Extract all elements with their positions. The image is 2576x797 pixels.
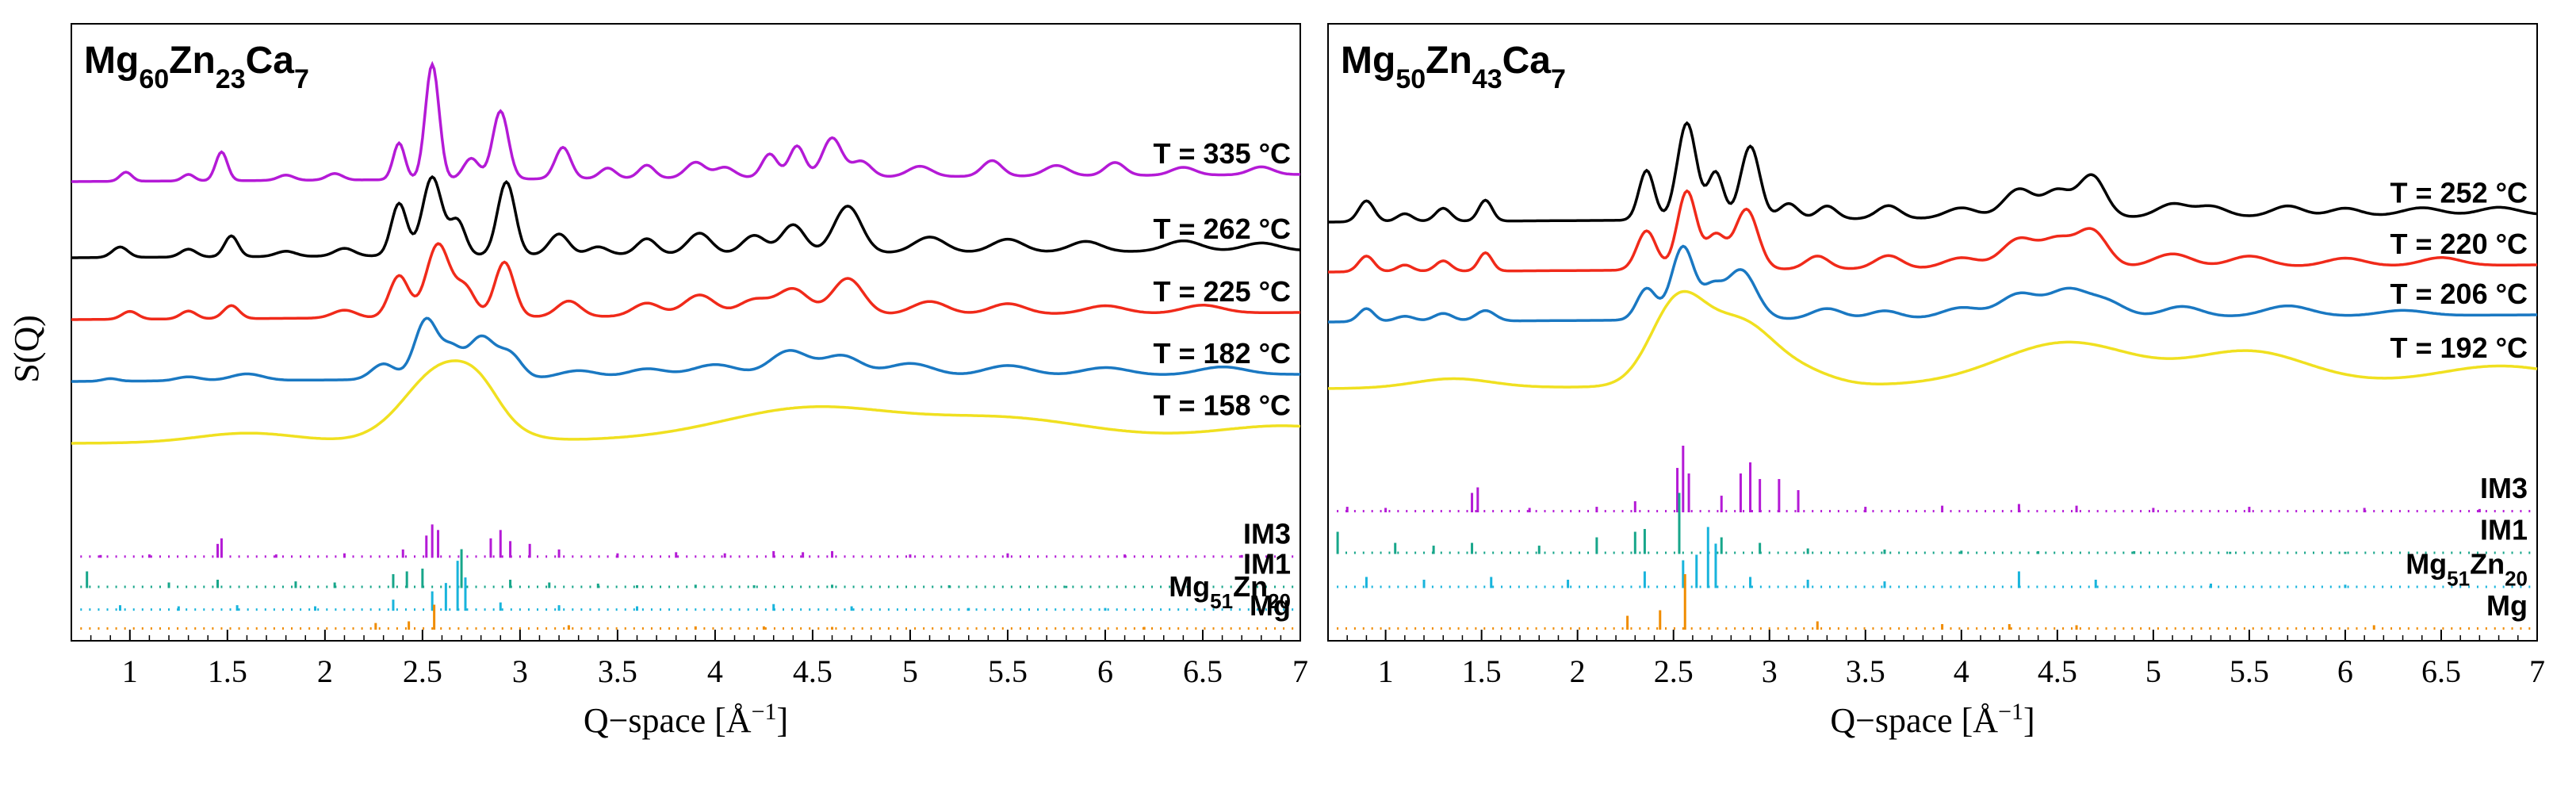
- x-tick-label: 5.5: [988, 653, 1028, 689]
- x-tick-label: 1: [122, 653, 138, 689]
- x-tick-label: 6.5: [2421, 653, 2461, 689]
- x-tick-label: 6: [2337, 653, 2353, 689]
- reference-label: Mg: [2486, 589, 2528, 622]
- x-tick-label: 2: [1570, 653, 1586, 689]
- x-tick-label: 3.5: [1846, 653, 1885, 689]
- series-line-220C: [1328, 189, 2537, 274]
- x-tick-label: 7: [2529, 653, 2545, 689]
- reference-label: IM1: [2480, 514, 2528, 546]
- reference-label: IM3: [1243, 517, 1291, 550]
- x-tick-label: 3: [512, 653, 528, 689]
- reference-label: Mg51Zn20: [2406, 548, 2528, 591]
- series-line-192C: [1328, 289, 2538, 390]
- reference-label: IM3: [2480, 472, 2528, 504]
- x-tick-label: 4: [1954, 653, 1969, 689]
- series-label: T = 158 °C: [1154, 389, 1291, 421]
- series-label: T = 192 °C: [2390, 331, 2528, 364]
- reference-im3: IM3: [80, 517, 1294, 558]
- reference-im1: IM1: [1336, 492, 2531, 554]
- reference-label: Mg51Zn20: [1169, 570, 1291, 613]
- reference-mg51zn20: Mg51Zn20: [80, 561, 1294, 613]
- series-line-182C: [71, 316, 1300, 383]
- series-line-225C: [71, 242, 1300, 321]
- x-tick-label: 4.5: [2038, 653, 2077, 689]
- y-axis-label: S(Q): [7, 315, 46, 383]
- reference-im3: IM3: [1337, 446, 2531, 513]
- series-line-262C: [71, 174, 1301, 259]
- x-tick-label: 2.5: [403, 653, 442, 689]
- reference-label: IM1: [1243, 548, 1291, 581]
- x-tick-label: 2.5: [1654, 653, 1694, 689]
- plot-frame: [71, 23, 1301, 642]
- x-tick-label: 3: [1762, 653, 1778, 689]
- series-label: T = 335 °C: [1154, 137, 1291, 170]
- series-label: T = 182 °C: [1154, 337, 1291, 370]
- x-tick-label: 1: [1378, 653, 1394, 689]
- x-tick-label: 5: [902, 653, 918, 689]
- x-tick-label: 4: [707, 653, 723, 689]
- reference-label: Mg: [1250, 589, 1291, 622]
- reference-mg51zn20: Mg51Zn20: [1337, 527, 2531, 591]
- series-label: T = 220 °C: [2390, 228, 2528, 260]
- reference-mg: Mg: [80, 589, 1294, 630]
- series-line-335C: [71, 60, 1301, 183]
- reference-mg: Mg: [1337, 574, 2531, 630]
- series-label: T = 252 °C: [2390, 177, 2528, 209]
- series-line-252C: [1328, 121, 2538, 224]
- x-tick-label: 4.5: [793, 653, 833, 689]
- x-tick-label: 6.5: [1183, 653, 1223, 689]
- panel-title: Mg50Zn43Ca7: [1341, 40, 1566, 94]
- reference-im1: IM1: [80, 548, 1294, 588]
- x-tick-label: 1.5: [1462, 653, 1502, 689]
- series-label: T = 225 °C: [1154, 275, 1291, 308]
- series-line-206C: [1328, 244, 2537, 324]
- series-label: T = 206 °C: [2390, 278, 2528, 310]
- chart-panel-1: T = 335 °C T = 262 °C T = 225 °C T = 182 °C…: [71, 23, 1308, 741]
- x-tick-label: 5: [2145, 653, 2161, 689]
- x-tick-label: 3.5: [598, 653, 637, 689]
- panel-title: Mg60Zn23Ca7: [84, 40, 309, 94]
- x-axis-label: Q−space [Å−1]: [584, 699, 788, 741]
- series-line-158C: [71, 359, 1301, 445]
- x-tick-label: 6: [1097, 653, 1113, 689]
- x-axis-label: Q−space [Å−1]: [1830, 699, 2034, 741]
- x-tick-label: 7: [1292, 653, 1308, 689]
- x-tick-label: 2: [317, 653, 333, 689]
- x-tick-label: 1.5: [208, 653, 247, 689]
- x-tick-label: 5.5: [2230, 653, 2269, 689]
- plot-frame: [1327, 23, 2538, 642]
- chart-panel-2: T = 252 °C T = 220 °C T = 206 °C T = 192 °C…: [1327, 23, 2545, 741]
- series-label: T = 262 °C: [1154, 213, 1291, 245]
